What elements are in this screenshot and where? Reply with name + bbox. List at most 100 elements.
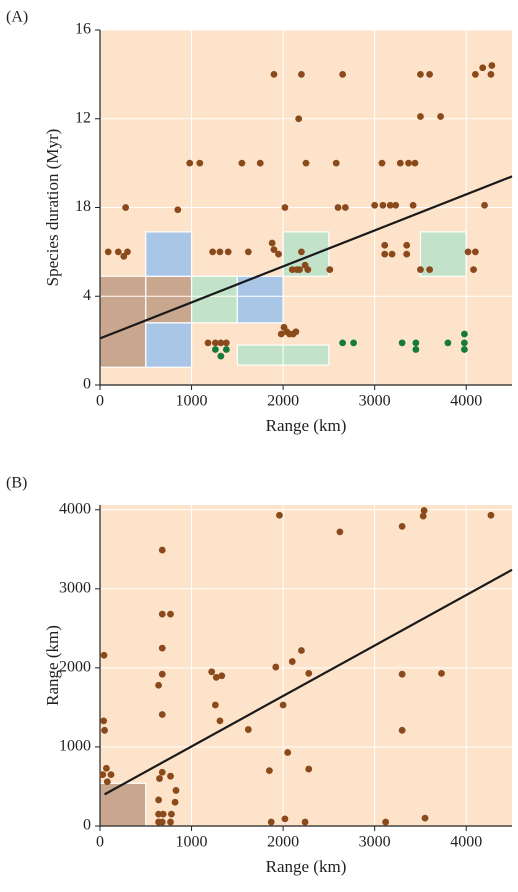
data-point <box>208 668 216 676</box>
data-point <box>305 670 313 677</box>
data-point <box>222 346 230 353</box>
data-point <box>417 266 424 274</box>
data-point <box>156 775 163 782</box>
data-point <box>276 511 283 519</box>
data-point <box>277 330 285 338</box>
region <box>99 782 147 827</box>
x-tick-label: 0 <box>96 834 104 851</box>
data-point <box>470 266 477 274</box>
data-point <box>334 204 342 211</box>
y-tick-label: 16 <box>75 21 91 38</box>
data-point <box>336 528 344 536</box>
data-point <box>298 647 305 654</box>
data-point <box>298 70 305 78</box>
data-point <box>398 522 406 530</box>
data-point <box>464 248 472 256</box>
data-point <box>420 507 428 514</box>
y-tick-label: 0 <box>83 376 91 393</box>
y-tick-label: 3000 <box>59 579 91 596</box>
y-axis-title: Species duration (Myr) <box>43 129 62 287</box>
data-point <box>174 206 182 214</box>
data-point <box>103 778 111 786</box>
region <box>236 275 284 324</box>
x-axis-title: Range (km) <box>266 857 347 876</box>
region <box>145 322 193 368</box>
data-point <box>481 201 488 209</box>
data-point <box>158 670 166 678</box>
data-point <box>100 717 108 725</box>
data-point <box>426 70 433 78</box>
data-point <box>272 663 280 671</box>
data-point <box>392 201 400 209</box>
data-point <box>403 250 411 258</box>
data-point <box>292 328 300 336</box>
data-point <box>222 339 230 347</box>
data-point <box>417 113 424 120</box>
y-tick-label: 2000 <box>59 659 91 676</box>
data-point <box>421 814 429 822</box>
data-point <box>326 266 334 274</box>
data-point <box>332 159 340 167</box>
data-point <box>158 546 166 554</box>
data-point <box>341 204 349 211</box>
data-point <box>224 248 232 256</box>
data-point <box>196 159 204 167</box>
data-point <box>382 818 390 826</box>
data-point <box>339 70 347 78</box>
x-tick-label: 2000 <box>267 393 299 410</box>
data-point <box>388 250 396 258</box>
y-tick-label: 4 <box>83 287 91 304</box>
data-point <box>460 346 468 353</box>
data-point <box>238 159 246 167</box>
data-point <box>487 70 495 78</box>
data-point <box>437 113 444 120</box>
data-point <box>426 266 433 274</box>
panel-label: (A) <box>6 9 28 26</box>
data-point <box>99 771 107 779</box>
data-point <box>122 204 130 211</box>
data-point <box>350 339 358 347</box>
data-point <box>488 62 496 69</box>
x-tick-label: 3000 <box>359 393 391 410</box>
data-point <box>279 701 287 709</box>
data-point <box>155 796 162 804</box>
region <box>99 275 147 368</box>
data-point <box>296 266 303 274</box>
y-tick-label: 12 <box>75 109 91 126</box>
data-point <box>378 159 386 167</box>
data-point <box>281 204 289 211</box>
data-point <box>172 787 180 794</box>
y-tick-label: 1000 <box>59 738 91 755</box>
data-point <box>267 818 275 826</box>
panel-label: (B) <box>6 475 27 492</box>
data-point <box>295 115 303 123</box>
data-point <box>284 749 292 756</box>
data-point <box>379 201 387 209</box>
x-tick-label: 1000 <box>176 834 208 851</box>
data-point <box>107 771 115 779</box>
data-point <box>288 658 296 665</box>
data-point <box>159 810 167 818</box>
region <box>145 231 193 277</box>
region <box>145 275 193 324</box>
x-tick-label: 4000 <box>450 393 482 410</box>
data-point <box>158 818 166 826</box>
data-point <box>171 798 179 806</box>
data-point <box>104 248 112 256</box>
data-point <box>444 339 452 347</box>
plot-background <box>100 505 512 826</box>
x-tick-label: 3000 <box>359 834 391 851</box>
data-point <box>167 610 174 618</box>
data-point <box>211 339 219 347</box>
data-point <box>168 810 175 818</box>
data-point <box>471 70 479 78</box>
data-point <box>158 610 166 618</box>
data-point <box>186 159 194 167</box>
y-tick-label: 0 <box>83 817 91 834</box>
data-point <box>244 726 252 733</box>
data-point <box>124 248 131 256</box>
data-point <box>101 726 108 734</box>
y-tick-label: 18 <box>75 198 91 215</box>
x-axis-title: Range (km) <box>266 416 347 435</box>
